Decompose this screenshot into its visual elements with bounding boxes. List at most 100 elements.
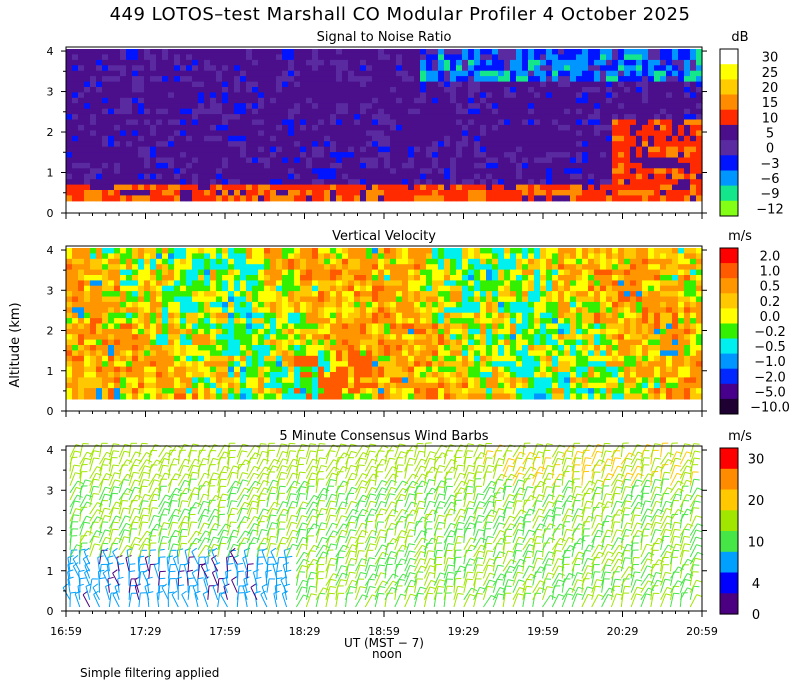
heatmap-cell: [318, 366, 325, 373]
heatmap-cell: [414, 361, 421, 368]
heatmap-cell: [222, 345, 229, 351]
heatmap-cell: [696, 152, 703, 159]
heatmap-cell: [66, 355, 73, 362]
heatmap-cell: [366, 312, 373, 319]
heatmap-cell: [462, 345, 469, 351]
heatmap-cell: [426, 59, 433, 66]
heatmap-cell: [138, 275, 145, 281]
heatmap-cell: [534, 65, 541, 72]
heatmap-cell: [414, 280, 421, 287]
heatmap-cell: [642, 92, 649, 99]
heatmap-cell: [108, 173, 115, 180]
heatmap-cell: [438, 173, 445, 180]
heatmap-cell: [78, 81, 85, 88]
heatmap-cell: [516, 81, 523, 88]
heatmap-cell: [474, 323, 481, 330]
heatmap-cell: [336, 339, 343, 346]
heatmap-cell: [420, 76, 427, 83]
heatmap-cell: [480, 119, 487, 126]
heatmap-cell: [150, 372, 157, 378]
heatmap-cell: [300, 49, 307, 55]
heatmap-cell: [348, 291, 355, 298]
heatmap-cell: [192, 382, 199, 389]
heatmap-cell: [558, 124, 565, 131]
heatmap-cell: [504, 97, 511, 104]
heatmap-cell: [156, 296, 163, 303]
heatmap-cell: [516, 184, 523, 191]
heatmap-cell: [552, 119, 559, 126]
heatmap-cell: [384, 157, 391, 164]
heatmap-cell: [156, 307, 163, 314]
heatmap-cell: [552, 108, 559, 115]
heatmap-cell: [180, 114, 187, 121]
heatmap-cell: [378, 345, 385, 351]
heatmap-cell: [72, 307, 79, 314]
heatmap-cell: [174, 157, 181, 164]
heatmap-cell: [570, 49, 577, 55]
heatmap-cell: [462, 168, 469, 175]
heatmap-cell: [468, 253, 475, 260]
heatmap-cell: [342, 253, 349, 260]
heatmap-cell: [618, 184, 625, 191]
heatmap-cell: [468, 124, 475, 131]
heatmap-cell: [294, 291, 301, 298]
heatmap-cell: [654, 97, 661, 104]
heatmap-cell: [216, 162, 223, 169]
heatmap-cell: [522, 114, 529, 121]
heatmap-cell: [390, 296, 397, 303]
heatmap-cell: [630, 146, 637, 153]
heatmap-cell: [654, 65, 661, 72]
heatmap-cell: [372, 190, 379, 196]
heatmap-cell: [246, 291, 253, 298]
heatmap-cell: [216, 350, 223, 357]
heatmap-cell: [402, 135, 409, 142]
heatmap-cell: [132, 312, 139, 319]
heatmap-cell: [468, 173, 475, 180]
heatmap-cell: [402, 49, 409, 55]
heatmap-cell: [462, 76, 469, 83]
heatmap-cell: [504, 179, 511, 186]
heatmap-cell: [270, 372, 277, 378]
heatmap-cell: [366, 301, 373, 308]
heatmap-cell: [336, 179, 343, 186]
heatmap-cell: [618, 92, 625, 99]
heatmap-cell: [648, 65, 655, 72]
heatmap-cell: [126, 372, 133, 378]
heatmap-cell: [174, 366, 181, 373]
heatmap-cell: [204, 339, 211, 346]
heatmap-cell: [654, 49, 661, 55]
heatmap-cell: [336, 168, 343, 175]
heatmap-cells-2: [66, 248, 703, 400]
heatmap-cell: [72, 97, 79, 104]
heatmap-cell: [420, 323, 427, 330]
heatmap-cell: [84, 275, 91, 281]
heatmap-cell: [102, 361, 109, 368]
heatmap-cell: [528, 168, 535, 175]
heatmap-cell: [366, 152, 373, 159]
heatmap-cell: [210, 269, 217, 276]
heatmap-cell: [384, 312, 391, 319]
heatmap-cell: [120, 258, 127, 265]
heatmap-cell: [666, 141, 673, 148]
heatmap-cell: [534, 103, 541, 110]
heatmap-cell: [486, 162, 493, 169]
heatmap-cell: [528, 103, 535, 110]
heatmap-cell: [558, 195, 565, 202]
heatmap-cell: [198, 296, 205, 303]
heatmap-cell: [390, 382, 397, 389]
heatmap-cell: [252, 264, 259, 271]
heatmap-cell: [240, 76, 247, 83]
heatmap-cell: [378, 388, 385, 395]
heatmap-cell: [204, 312, 211, 319]
heatmap-cell: [396, 184, 403, 191]
heatmap-cell: [144, 318, 151, 325]
heatmap-cell: [312, 173, 319, 180]
heatmap-cell: [84, 318, 91, 325]
heatmap-cell: [150, 253, 157, 260]
heatmap-cell: [498, 119, 505, 126]
heatmap-cell: [246, 334, 253, 341]
heatmap-cell: [348, 328, 355, 335]
heatmap-cell: [336, 269, 343, 276]
heatmap-cell: [678, 114, 685, 121]
heatmap-cell: [372, 372, 379, 378]
